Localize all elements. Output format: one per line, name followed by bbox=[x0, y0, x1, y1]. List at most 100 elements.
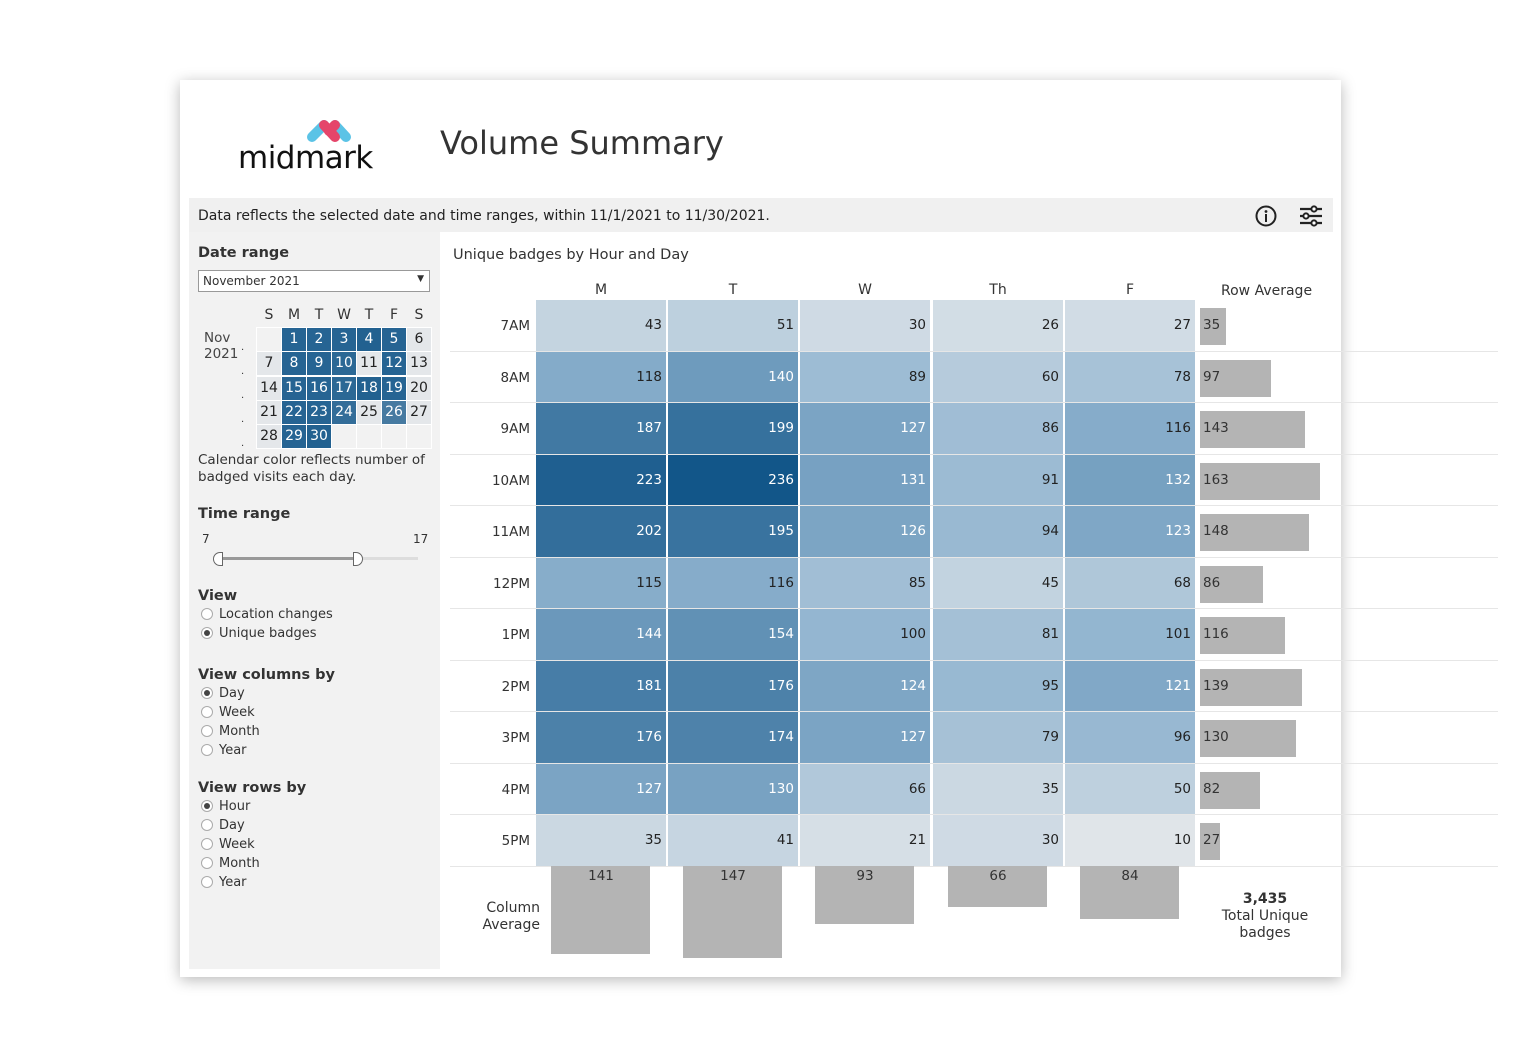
calendar-day[interactable]: 17 bbox=[331, 375, 357, 401]
calendar-day[interactable]: 7 bbox=[256, 351, 282, 377]
calendar-day[interactable]: 3 bbox=[331, 327, 357, 352]
calendar-day[interactable]: 25 bbox=[356, 399, 382, 425]
time-range-start-handle[interactable] bbox=[213, 552, 223, 566]
heatmap-cell[interactable]: 131 bbox=[800, 454, 930, 505]
heatmap-cell[interactable]: 236 bbox=[668, 454, 798, 505]
calendar-day[interactable]: 28 bbox=[256, 424, 282, 450]
view-rows-option[interactable]: Month bbox=[201, 856, 260, 871]
radio-icon[interactable] bbox=[201, 819, 213, 831]
heatmap-cell[interactable]: 116 bbox=[1065, 403, 1195, 454]
view-columns-option[interactable]: Day bbox=[201, 686, 245, 701]
heatmap-cell[interactable]: 27 bbox=[1065, 300, 1195, 351]
filter-sliders-icon[interactable] bbox=[1299, 205, 1323, 227]
radio-selected-icon[interactable] bbox=[201, 627, 213, 639]
heatmap-cell[interactable]: 30 bbox=[933, 815, 1063, 866]
heatmap-cell[interactable]: 126 bbox=[800, 506, 930, 557]
heatmap-cell[interactable]: 154 bbox=[668, 609, 798, 660]
calendar-day[interactable]: 14 bbox=[256, 375, 282, 401]
radio-icon[interactable] bbox=[201, 838, 213, 850]
heatmap-cell[interactable]: 116 bbox=[668, 557, 798, 608]
radio-icon[interactable] bbox=[201, 706, 213, 718]
info-icon[interactable] bbox=[1255, 205, 1277, 227]
heatmap-cell[interactable]: 195 bbox=[668, 506, 798, 557]
calendar-day[interactable]: 22 bbox=[281, 399, 307, 425]
heatmap-cell[interactable]: 60 bbox=[933, 351, 1063, 402]
view-columns-option[interactable]: Week bbox=[201, 705, 255, 720]
heatmap-cell[interactable]: 51 bbox=[668, 300, 798, 351]
date-range-select[interactable]: November 2021 ▼ bbox=[198, 270, 430, 292]
calendar-day[interactable]: 5 bbox=[381, 327, 407, 352]
calendar-day[interactable]: 1 bbox=[281, 327, 307, 352]
calendar-day[interactable]: 4 bbox=[356, 327, 382, 352]
heatmap-cell[interactable]: 89 bbox=[800, 351, 930, 402]
calendar-day[interactable]: 13 bbox=[406, 351, 432, 377]
heatmap-cell[interactable]: 121 bbox=[1065, 660, 1195, 711]
heatmap-cell[interactable]: 118 bbox=[536, 351, 666, 402]
heatmap-cell[interactable]: 127 bbox=[800, 712, 930, 763]
heatmap-cell[interactable]: 41 bbox=[668, 815, 798, 866]
radio-icon[interactable] bbox=[201, 744, 213, 756]
calendar-day[interactable]: 6 bbox=[406, 327, 432, 352]
time-range-end-handle[interactable] bbox=[353, 552, 363, 566]
heatmap-cell[interactable]: 140 bbox=[668, 351, 798, 402]
heatmap-cell[interactable]: 78 bbox=[1065, 351, 1195, 402]
heatmap-cell[interactable]: 130 bbox=[668, 763, 798, 814]
heatmap-cell[interactable]: 96 bbox=[1065, 712, 1195, 763]
heatmap-cell[interactable]: 45 bbox=[933, 557, 1063, 608]
view-option[interactable]: Location changes bbox=[201, 607, 333, 622]
heatmap-cell[interactable]: 94 bbox=[933, 506, 1063, 557]
calendar-day[interactable]: 12 bbox=[381, 351, 407, 377]
heatmap-cell[interactable]: 202 bbox=[536, 506, 666, 557]
radio-selected-icon[interactable] bbox=[201, 687, 213, 699]
heatmap-cell[interactable]: 124 bbox=[800, 660, 930, 711]
heatmap-cell[interactable]: 127 bbox=[800, 403, 930, 454]
view-columns-option[interactable]: Month bbox=[201, 724, 260, 739]
heatmap-cell[interactable]: 26 bbox=[933, 300, 1063, 351]
heatmap-cell[interactable]: 66 bbox=[800, 763, 930, 814]
heatmap-cell[interactable]: 81 bbox=[933, 609, 1063, 660]
heatmap-cell[interactable]: 176 bbox=[536, 712, 666, 763]
calendar-day[interactable]: 27 bbox=[406, 399, 432, 425]
heatmap-cell[interactable]: 101 bbox=[1065, 609, 1195, 660]
view-columns-option[interactable]: Year bbox=[201, 743, 247, 758]
calendar-day[interactable]: 20 bbox=[406, 375, 432, 401]
calendar-day[interactable]: 21 bbox=[256, 399, 282, 425]
heatmap-cell[interactable]: 187 bbox=[536, 403, 666, 454]
heatmap-cell[interactable]: 132 bbox=[1065, 454, 1195, 505]
calendar-day[interactable]: 30 bbox=[306, 424, 332, 450]
radio-icon[interactable] bbox=[201, 608, 213, 620]
calendar-day[interactable]: 16 bbox=[306, 375, 332, 401]
view-rows-option[interactable]: Hour bbox=[201, 799, 250, 814]
heatmap-cell[interactable]: 86 bbox=[933, 403, 1063, 454]
radio-selected-icon[interactable] bbox=[201, 800, 213, 812]
calendar-day[interactable]: 9 bbox=[306, 351, 332, 377]
calendar-day[interactable]: 24 bbox=[331, 399, 357, 425]
calendar-day[interactable]: 11 bbox=[356, 351, 382, 377]
calendar-day[interactable]: 2 bbox=[306, 327, 332, 352]
calendar-day[interactable]: 10 bbox=[331, 351, 357, 377]
heatmap-cell[interactable]: 79 bbox=[933, 712, 1063, 763]
heatmap-cell[interactable]: 115 bbox=[536, 557, 666, 608]
radio-icon[interactable] bbox=[201, 876, 213, 888]
calendar-day[interactable]: 18 bbox=[356, 375, 382, 401]
calendar-day[interactable]: 19 bbox=[381, 375, 407, 401]
heatmap-cell[interactable]: 100 bbox=[800, 609, 930, 660]
heatmap-cell[interactable]: 68 bbox=[1065, 557, 1195, 608]
calendar-day[interactable]: 15 bbox=[281, 375, 307, 401]
heatmap-cell[interactable]: 35 bbox=[536, 815, 666, 866]
radio-icon[interactable] bbox=[201, 857, 213, 869]
view-rows-option[interactable]: Year bbox=[201, 875, 247, 890]
heatmap-cell[interactable]: 30 bbox=[800, 300, 930, 351]
heatmap-cell[interactable]: 199 bbox=[668, 403, 798, 454]
heatmap-cell[interactable]: 127 bbox=[536, 763, 666, 814]
calendar-day[interactable]: 26 bbox=[381, 399, 407, 425]
view-rows-option[interactable]: Week bbox=[201, 837, 255, 852]
heatmap-cell[interactable]: 91 bbox=[933, 454, 1063, 505]
heatmap-cell[interactable]: 144 bbox=[536, 609, 666, 660]
heatmap-cell[interactable]: 181 bbox=[536, 660, 666, 711]
calendar-day[interactable]: 29 bbox=[281, 424, 307, 450]
heatmap-cell[interactable]: 43 bbox=[536, 300, 666, 351]
heatmap-cell[interactable]: 10 bbox=[1065, 815, 1195, 866]
view-rows-option[interactable]: Day bbox=[201, 818, 245, 833]
heatmap-cell[interactable]: 35 bbox=[933, 763, 1063, 814]
